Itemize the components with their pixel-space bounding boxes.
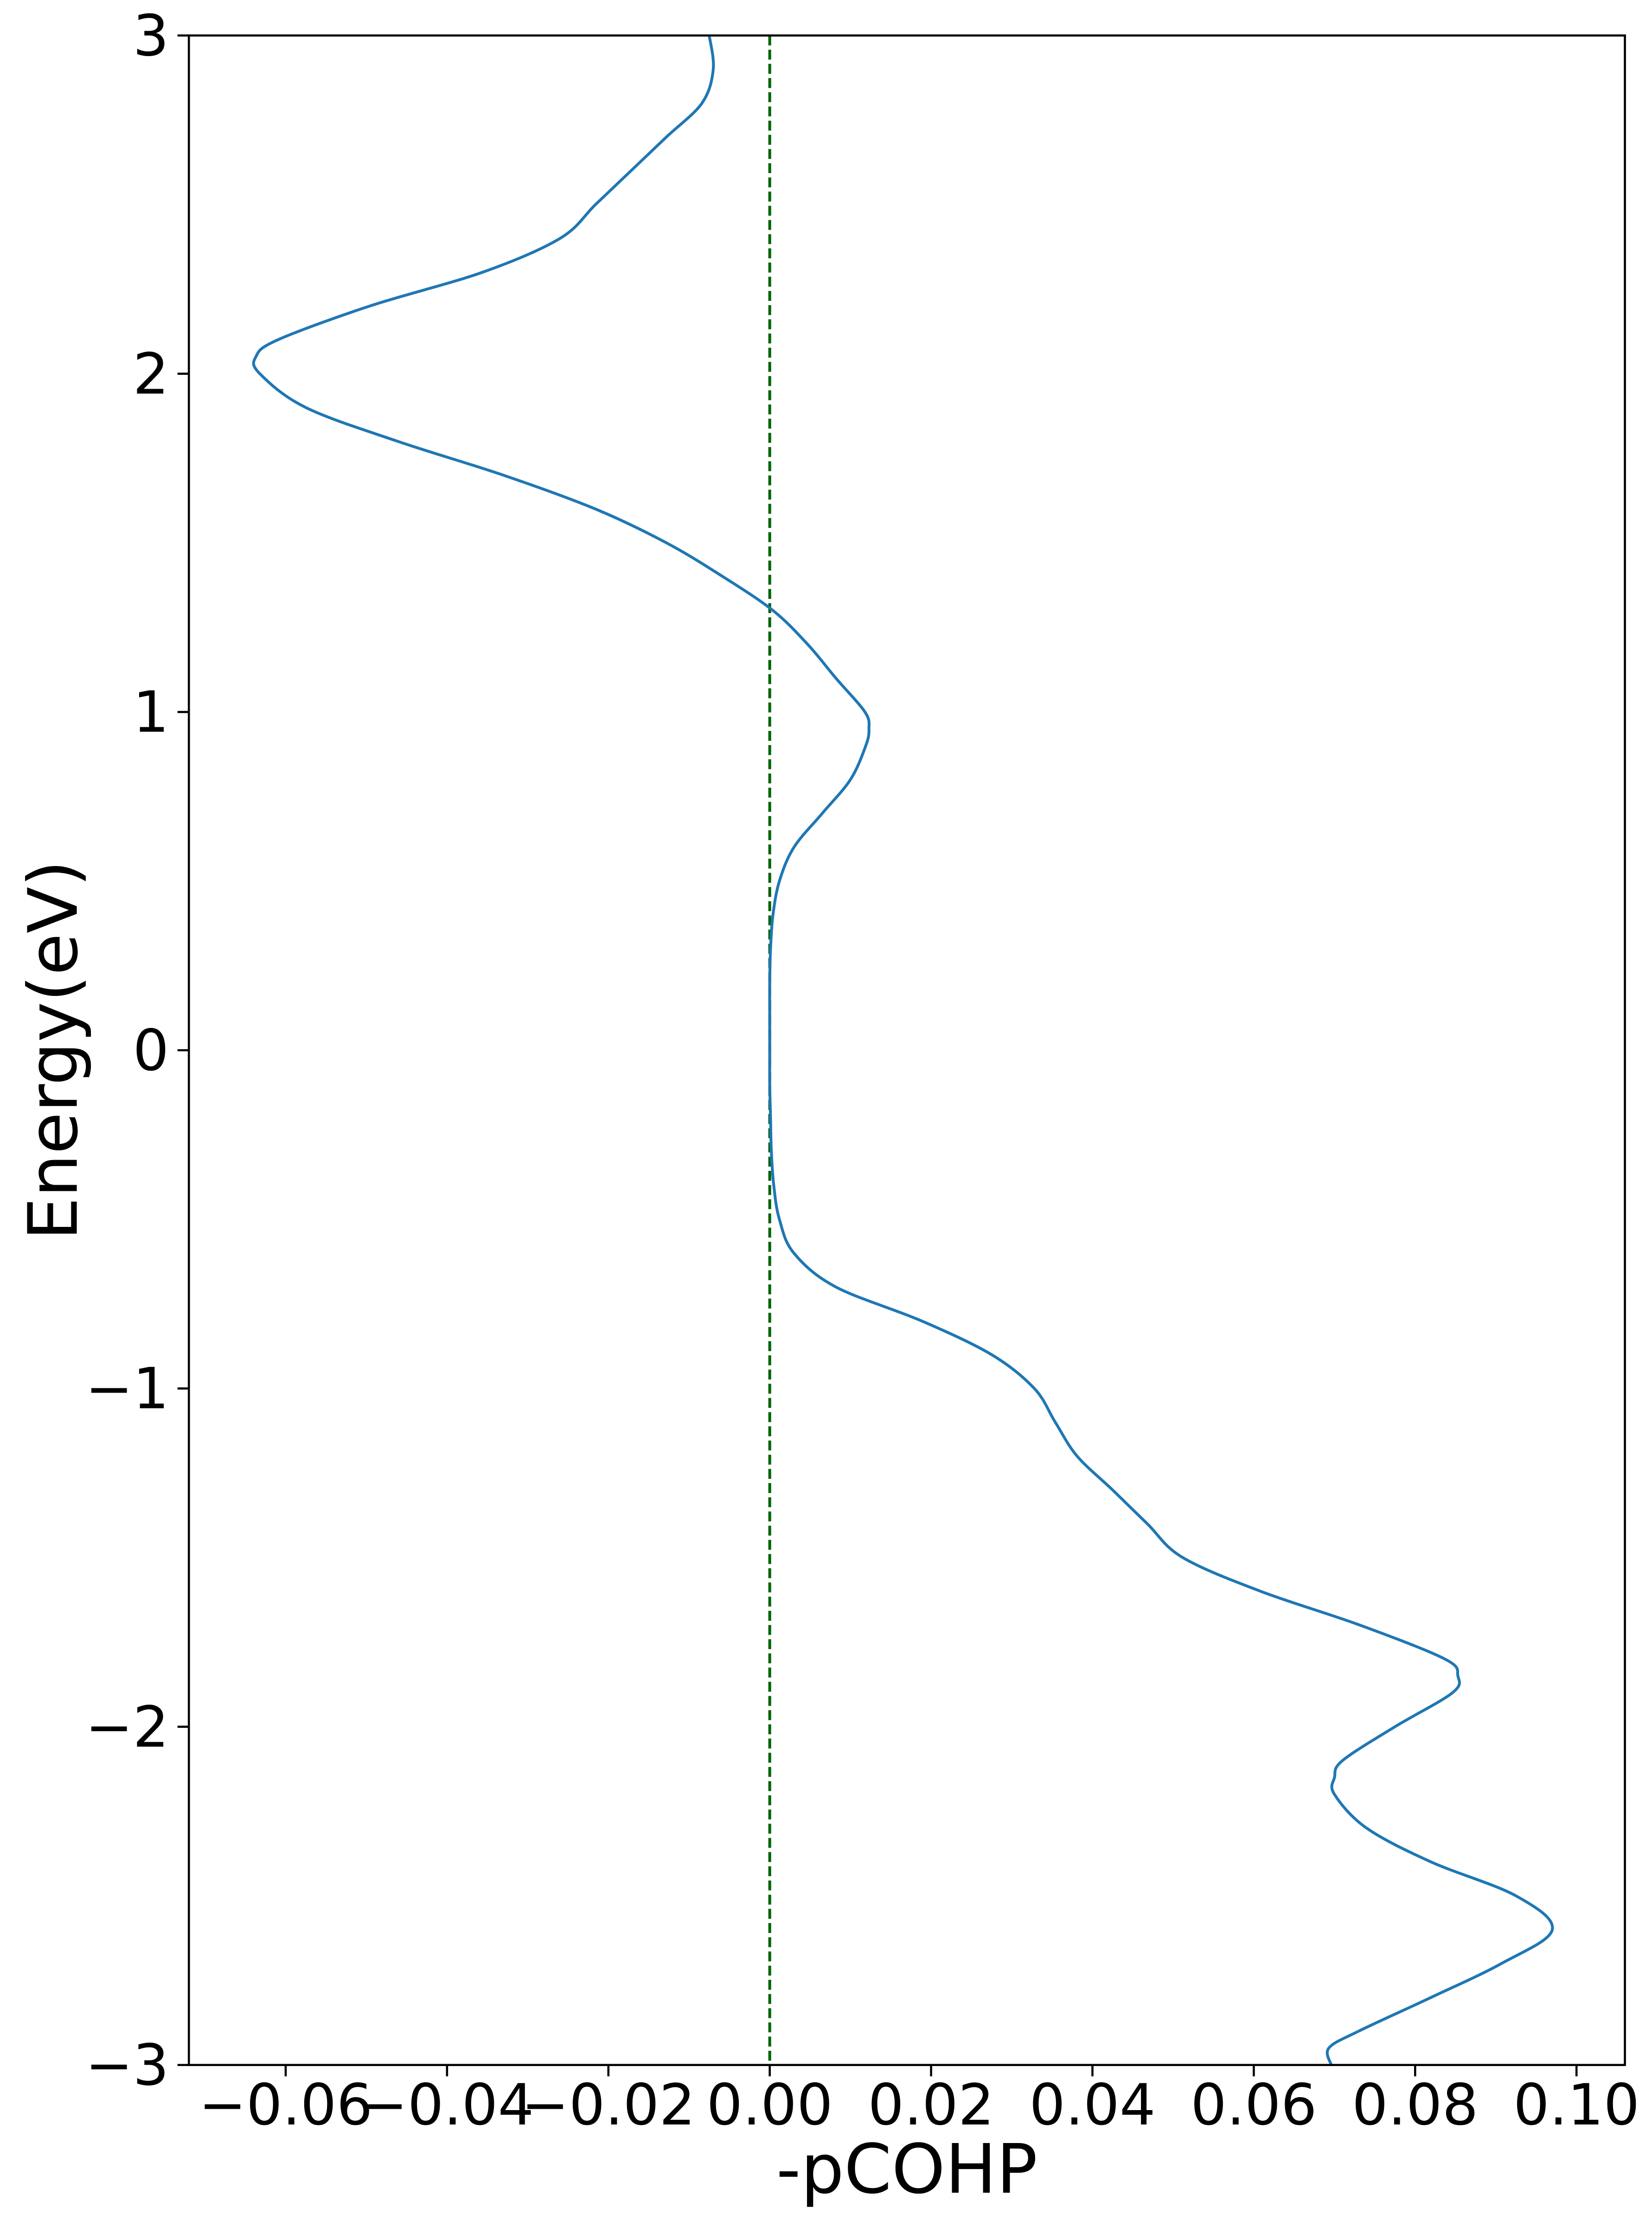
y-tick-label: 2 [133, 341, 169, 407]
plot-frame [187, 34, 1626, 2066]
y-tick-label: −3 [85, 2032, 169, 2098]
x-tick-label: 0.02 [868, 2072, 994, 2138]
x-tick-label: 0.04 [1029, 2072, 1155, 2138]
x-tick-label: −0.06 [198, 2072, 372, 2138]
x-axis-label: -pCOHP [776, 2130, 1037, 2209]
x-tick-label: 0.10 [1513, 2072, 1639, 2138]
y-tick-label: 1 [133, 679, 169, 745]
x-tick-label: 0.06 [1191, 2072, 1317, 2138]
x-tick-label: 0.00 [706, 2072, 832, 2138]
x-tick-label: −0.04 [360, 2072, 534, 2138]
y-tick-label: 0 [133, 1017, 169, 1084]
x-tick-label: −0.02 [521, 2072, 695, 2138]
y-tick-label: −1 [85, 1355, 169, 1422]
y-tick-label: −2 [85, 1694, 169, 1760]
y-tick-label: 3 [133, 2, 169, 69]
series-line [252, 35, 1554, 2066]
y-axis-label: Energy(eV) [14, 860, 93, 1240]
x-tick-label: 0.08 [1352, 2072, 1478, 2138]
